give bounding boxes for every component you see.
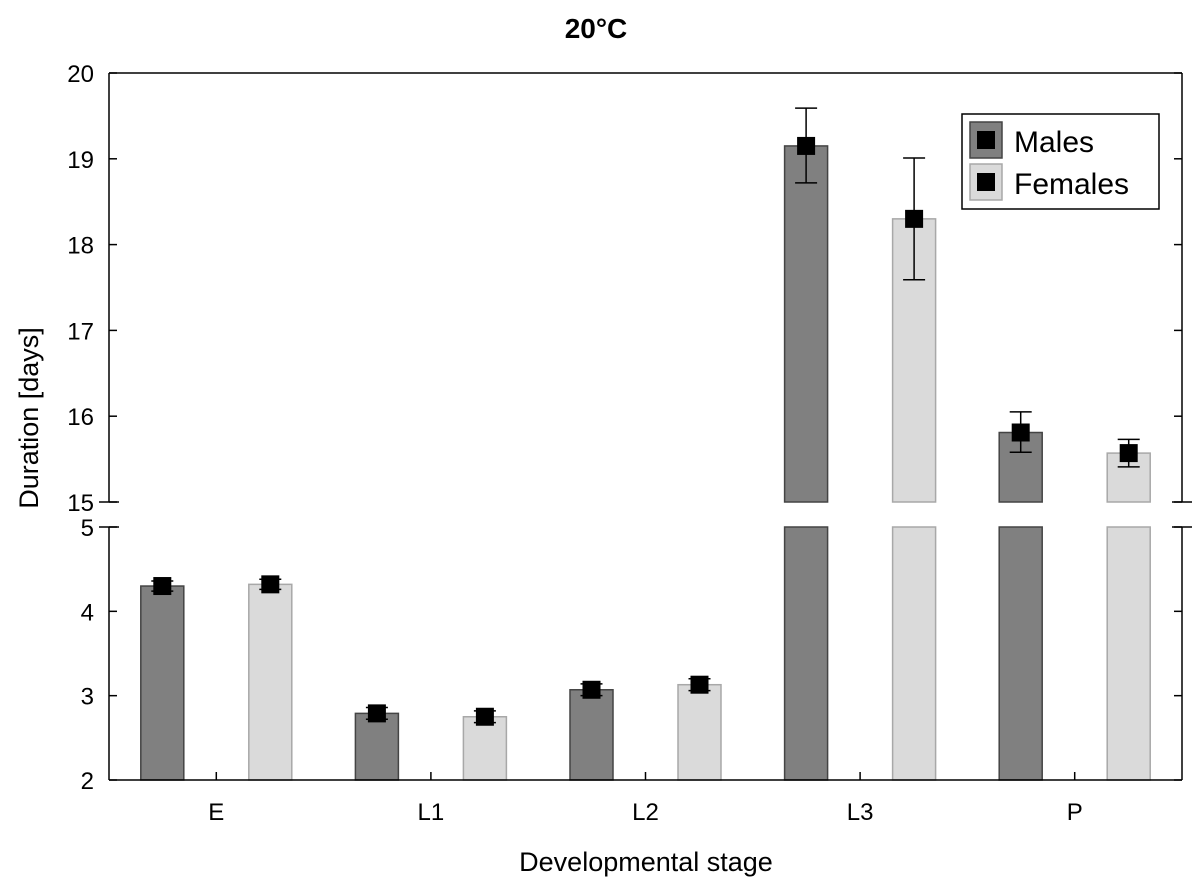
- y-tick-label-17: 17: [67, 318, 94, 345]
- y-axis-label: Duration [days]: [14, 327, 44, 509]
- y-tick-label-19: 19: [67, 147, 94, 174]
- x-tick-label-L1: L1: [418, 799, 445, 826]
- bar-males-P-lower: [998, 526, 1043, 781]
- y-tick-label-2: 2: [81, 768, 94, 795]
- legend-label-females: Females: [1014, 168, 1129, 201]
- bar-males-L3-upper: [783, 145, 829, 503]
- bar-males-L3-lower: [783, 526, 829, 781]
- mean-marker-males-E: [153, 577, 172, 596]
- mean-marker-females-E: [261, 575, 280, 594]
- mean-marker-males-P: [1011, 423, 1030, 442]
- x-tick-label-P: P: [1067, 799, 1083, 826]
- x-tick-label-L3: L3: [847, 799, 874, 826]
- legend-marker-males: [977, 131, 995, 149]
- legend-label-males: Males: [1014, 126, 1094, 159]
- plot-area: E L1 L2 L3 P 15 16 17 18 19 20 2 3 4 5: [67, 61, 1192, 826]
- y-tick-label-18: 18: [67, 233, 94, 260]
- y-tick-label-3: 3: [81, 684, 94, 711]
- legend-marker-females: [977, 173, 995, 191]
- y-tick-label-5: 5: [81, 515, 94, 542]
- x-tick-label-L2: L2: [632, 799, 659, 826]
- x-axis-label: Developmental stage: [519, 847, 773, 877]
- legend-swatch-males: [969, 121, 1003, 159]
- legend: Males Females: [961, 113, 1160, 210]
- bar-females-P-lower: [1106, 526, 1151, 781]
- chart-title: 20°C: [565, 13, 628, 44]
- bar-females-L2: [677, 683, 722, 781]
- bar-males-E: [140, 585, 185, 781]
- x-tick-label-E: E: [208, 799, 224, 826]
- bar-males-L2: [569, 689, 614, 781]
- mean-marker-females-L1: [475, 707, 494, 726]
- y-tick-label-16: 16: [67, 404, 94, 431]
- mean-marker-females-L3: [905, 209, 924, 228]
- y-tick-label-4: 4: [81, 599, 94, 626]
- bar-females-E: [248, 583, 293, 781]
- mean-marker-females-P: [1119, 444, 1138, 463]
- y-tick-label-20: 20: [67, 61, 94, 88]
- mean-marker-males-L3: [797, 136, 816, 155]
- bar-females-L1: [462, 716, 508, 781]
- mean-marker-females-L2: [690, 675, 709, 694]
- mean-marker-males-L2: [582, 680, 601, 699]
- bar-males-L1: [354, 712, 400, 781]
- y-tick-label-15: 15: [67, 490, 94, 517]
- bar-females-L3-lower: [891, 526, 937, 781]
- mean-marker-males-L1: [367, 704, 386, 723]
